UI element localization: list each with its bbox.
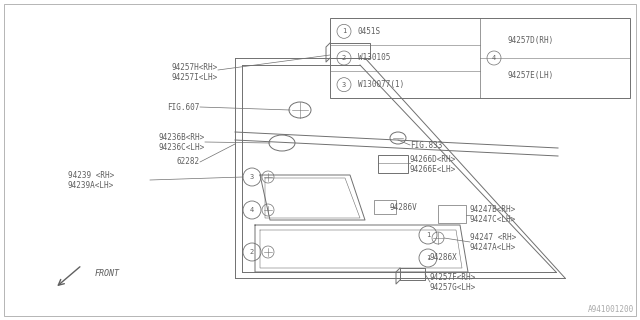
Text: 94247A<LH>: 94247A<LH> — [470, 244, 516, 252]
Text: FIG.833: FIG.833 — [410, 140, 442, 149]
Text: 94266D<RH>: 94266D<RH> — [410, 156, 456, 164]
Text: 2: 2 — [342, 55, 346, 61]
Text: 4: 4 — [492, 55, 496, 61]
Text: A941001200: A941001200 — [588, 305, 634, 314]
Bar — [374, 200, 396, 214]
Text: 94247C<LH>: 94247C<LH> — [470, 215, 516, 225]
Text: 94286V: 94286V — [390, 203, 418, 212]
Text: 94236B<RH>: 94236B<RH> — [159, 132, 205, 141]
Text: 62282: 62282 — [177, 157, 200, 166]
Text: 1: 1 — [342, 28, 346, 34]
Text: 94257F<RH>: 94257F<RH> — [430, 274, 476, 283]
Text: 94257I<LH>: 94257I<LH> — [172, 74, 218, 83]
Text: FIG.607: FIG.607 — [168, 102, 200, 111]
Text: 94257E(LH): 94257E(LH) — [508, 71, 554, 80]
Text: 94239A<LH>: 94239A<LH> — [68, 180, 115, 189]
Text: W130077(1): W130077(1) — [358, 80, 404, 89]
Text: 3: 3 — [250, 174, 254, 180]
Text: 94257H<RH>: 94257H<RH> — [172, 63, 218, 73]
Text: 94247B<RH>: 94247B<RH> — [470, 205, 516, 214]
Text: 2: 2 — [250, 249, 254, 255]
Text: 94236C<LH>: 94236C<LH> — [159, 142, 205, 151]
Text: 94266E<LH>: 94266E<LH> — [410, 165, 456, 174]
Text: 94257G<LH>: 94257G<LH> — [430, 284, 476, 292]
Text: 1: 1 — [426, 255, 430, 261]
Bar — [438, 205, 466, 223]
Text: 94239 <RH>: 94239 <RH> — [68, 171, 115, 180]
Text: 94257D(RH): 94257D(RH) — [508, 36, 554, 45]
Text: FRONT: FRONT — [95, 269, 120, 278]
Text: 94286X: 94286X — [430, 253, 458, 262]
Text: W130105: W130105 — [358, 53, 390, 62]
Text: 4: 4 — [250, 207, 254, 213]
Text: 3: 3 — [342, 82, 346, 88]
Text: 94247 <RH>: 94247 <RH> — [470, 234, 516, 243]
Text: 0451S: 0451S — [358, 27, 381, 36]
Text: 1: 1 — [426, 232, 430, 238]
Bar — [378, 155, 408, 173]
Bar — [330, 18, 630, 98]
